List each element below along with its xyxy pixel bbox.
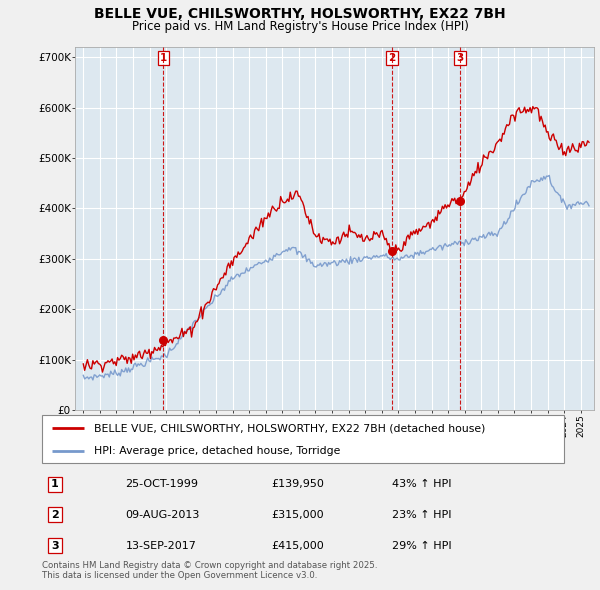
Text: 43% ↑ HPI: 43% ↑ HPI	[392, 480, 451, 489]
Text: 09-AUG-2013: 09-AUG-2013	[125, 510, 200, 520]
Text: 3: 3	[456, 53, 463, 63]
Text: BELLE VUE, CHILSWORTHY, HOLSWORTHY, EX22 7BH (detached house): BELLE VUE, CHILSWORTHY, HOLSWORTHY, EX22…	[94, 423, 485, 433]
Text: 3: 3	[51, 540, 59, 550]
Text: 1: 1	[160, 53, 167, 63]
Text: BELLE VUE, CHILSWORTHY, HOLSWORTHY, EX22 7BH: BELLE VUE, CHILSWORTHY, HOLSWORTHY, EX22…	[94, 7, 506, 21]
Text: Price paid vs. HM Land Registry's House Price Index (HPI): Price paid vs. HM Land Registry's House …	[131, 20, 469, 33]
Text: 23% ↑ HPI: 23% ↑ HPI	[392, 510, 451, 520]
Text: 1: 1	[51, 480, 59, 489]
Text: 13-SEP-2017: 13-SEP-2017	[125, 540, 196, 550]
Text: HPI: Average price, detached house, Torridge: HPI: Average price, detached house, Torr…	[94, 446, 341, 456]
Text: 29% ↑ HPI: 29% ↑ HPI	[392, 540, 451, 550]
Text: £139,950: £139,950	[272, 480, 325, 489]
Text: 2: 2	[388, 53, 395, 63]
Text: 2: 2	[51, 510, 59, 520]
Text: £415,000: £415,000	[272, 540, 325, 550]
Text: 25-OCT-1999: 25-OCT-1999	[125, 480, 199, 489]
Text: £315,000: £315,000	[272, 510, 325, 520]
Text: Contains HM Land Registry data © Crown copyright and database right 2025.
This d: Contains HM Land Registry data © Crown c…	[42, 560, 377, 580]
